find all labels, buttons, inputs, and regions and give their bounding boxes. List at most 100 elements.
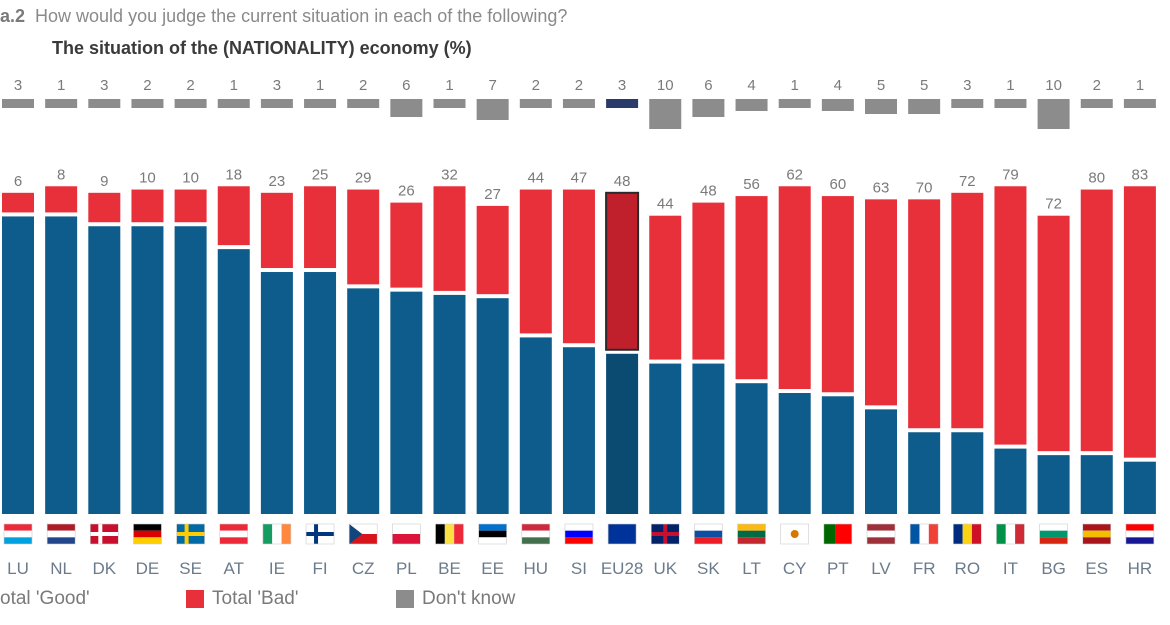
value-dont-know-de: 2 <box>143 77 151 94</box>
flag-si-icon <box>564 523 594 545</box>
category-label-si: SI <box>571 559 587 578</box>
bar-bad-be <box>433 186 466 291</box>
value-dont-know-at: 1 <box>230 77 238 94</box>
bar-dont-know-fr <box>908 99 941 114</box>
value-bad-lt: 56 <box>743 176 760 193</box>
flag-fi-icon <box>305 523 335 545</box>
chart-subtitle: The situation of the (NATIONALITY) econo… <box>52 38 472 58</box>
bar-dont-know-cz <box>347 99 380 108</box>
category-label-de: DE <box>136 559 160 578</box>
flag-uk-icon <box>650 523 680 545</box>
flag-pt-icon <box>823 523 853 545</box>
value-bad-ee: 27 <box>484 186 501 203</box>
flag-pl-icon <box>392 523 421 545</box>
value-bad-bg: 72 <box>1045 196 1062 213</box>
value-bad-at: 18 <box>225 166 242 183</box>
value-bad-be: 32 <box>441 166 458 183</box>
bar-good-be <box>433 294 466 514</box>
value-bad-nl: 8 <box>57 166 65 183</box>
category-label-hr: HR <box>1128 559 1153 578</box>
flag-it-icon <box>996 523 1025 545</box>
bar-dont-know-sk <box>692 99 725 117</box>
bar-dont-know-ro <box>951 99 984 108</box>
bar-bad-pt <box>821 196 854 393</box>
flag-ee-icon <box>478 523 507 545</box>
value-dont-know-si: 2 <box>575 77 583 94</box>
category-label-at: AT <box>224 559 244 578</box>
bar-dont-know-de <box>131 99 164 108</box>
bar-good-pt <box>821 396 854 514</box>
category-label-bg: BG <box>1041 559 1066 578</box>
bar-good-nl <box>45 216 78 514</box>
bar-dont-know-ee <box>476 99 509 120</box>
bar-bad-se <box>174 189 207 223</box>
value-dont-know-lu: 3 <box>14 77 22 94</box>
value-dont-know-fr: 5 <box>920 77 928 94</box>
legend-dont-know-label: Don't know <box>422 588 516 609</box>
value-dont-know-pl: 6 <box>402 77 410 94</box>
value-dont-know-lt: 4 <box>747 77 755 94</box>
value-dont-know-ie: 3 <box>273 77 281 94</box>
value-bad-fi: 25 <box>312 166 329 183</box>
bar-bad-hr <box>1123 186 1156 458</box>
bar-bad-lv <box>865 199 897 406</box>
category-label-uk: UK <box>653 559 677 578</box>
flag-ie-icon <box>262 523 292 545</box>
bar-dont-know-eu28 <box>606 99 639 108</box>
bar-good-cy <box>778 393 811 514</box>
flag-de-icon <box>133 523 162 545</box>
bar-dont-know-be <box>433 99 466 108</box>
value-dont-know-ro: 3 <box>963 77 971 94</box>
flag-bg-icon <box>1039 523 1068 545</box>
category-label-fi: FI <box>312 559 327 578</box>
bar-dont-know-si <box>562 99 595 108</box>
bar-dont-know-pl <box>390 99 423 117</box>
value-bad-se: 10 <box>182 170 199 187</box>
chart-question: a.2 How would you judge the current situa… <box>0 6 567 27</box>
bar-bad-de <box>131 189 164 223</box>
legend-bad-label: Total 'Bad' <box>212 588 299 609</box>
category-label-cz: CZ <box>352 559 375 578</box>
value-dont-know-hu: 2 <box>532 77 540 94</box>
legend-good-label: otal 'Good' <box>0 588 90 609</box>
bar-dont-know-lt <box>735 99 768 111</box>
value-bad-dk: 9 <box>100 173 108 190</box>
value-bad-sk: 48 <box>700 183 717 200</box>
value-bad-ro: 72 <box>959 173 976 190</box>
bar-dont-know-uk <box>649 99 682 129</box>
value-dont-know-eu28: 3 <box>618 77 626 94</box>
bar-bad-sk <box>692 202 725 360</box>
value-dont-know-nl: 1 <box>57 77 65 94</box>
value-dont-know-cz: 2 <box>359 77 367 94</box>
value-dont-know-uk: 10 <box>657 77 674 94</box>
bar-dont-know-lv <box>865 99 897 114</box>
bar-dont-know-es <box>1080 99 1113 108</box>
value-dont-know-ee: 7 <box>488 77 496 94</box>
bar-dont-know-dk <box>88 99 121 108</box>
flag-fr-icon <box>909 523 939 545</box>
bar-good-de <box>131 226 164 515</box>
category-label-se: SE <box>179 559 202 578</box>
bar-good-es <box>1080 455 1113 514</box>
legend: otal 'Good' Total 'Bad' Don't know <box>0 588 1170 616</box>
value-dont-know-dk: 3 <box>100 77 108 94</box>
bar-bad-hu <box>519 189 552 334</box>
bar-bad-ro <box>951 192 984 429</box>
bar-bad-fi <box>304 186 337 269</box>
bar-dont-know-pt <box>821 99 854 111</box>
category-label-es: ES <box>1085 559 1108 578</box>
bar-good-cz <box>347 288 380 514</box>
legend-item-good: otal 'Good' <box>0 588 90 610</box>
bar-bad-bg <box>1037 215 1070 452</box>
bar-dont-know-it <box>994 99 1027 108</box>
question-label: a.2 <box>0 6 26 26</box>
bar-dont-know-lu <box>2 99 34 108</box>
bar-good-hr <box>1123 461 1156 514</box>
flag-hu-icon <box>521 523 551 545</box>
value-bad-de: 10 <box>139 170 156 187</box>
value-bad-hu: 44 <box>527 170 544 187</box>
value-dont-know-be: 1 <box>445 77 453 94</box>
question-text: How would you judge the current situatio… <box>35 6 568 26</box>
category-label-ro: RO <box>955 559 981 578</box>
value-bad-lv: 63 <box>873 179 890 196</box>
